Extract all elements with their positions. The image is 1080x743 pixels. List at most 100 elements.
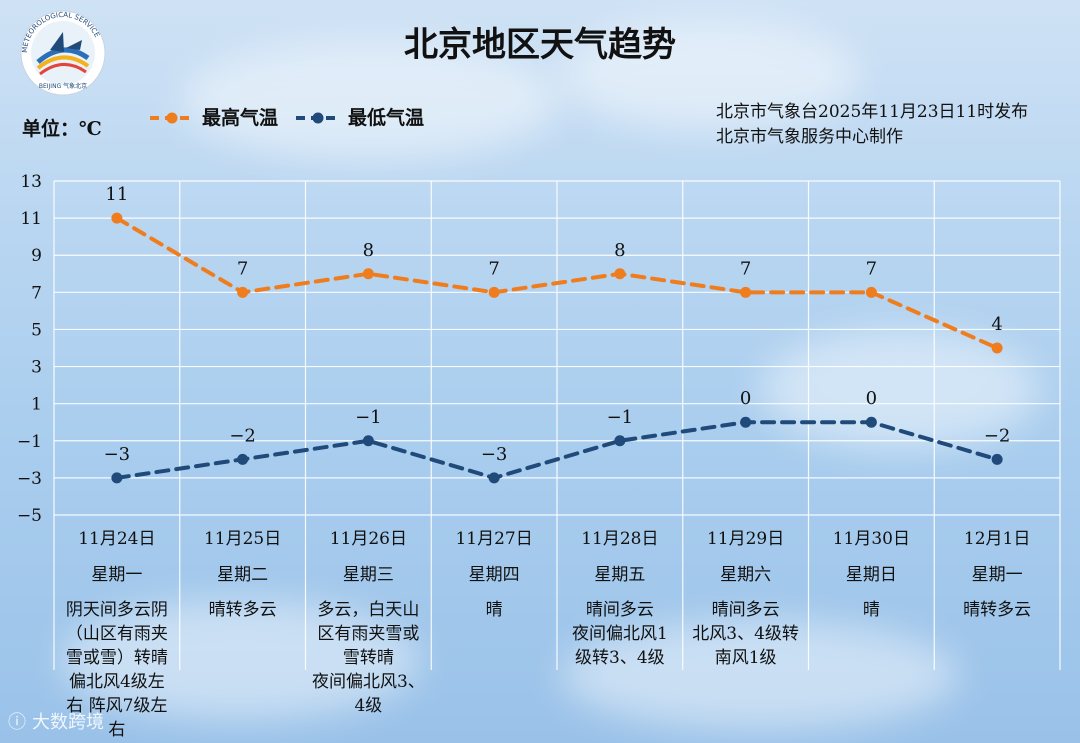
data-label-0-1: 7 (237, 258, 248, 279)
weekday-label: 星期五 (594, 565, 646, 585)
data-label-1-1: −2 (229, 425, 256, 446)
y-axis: 13 11 9 7 5 3 1 −1 −3 −5 (17, 172, 42, 526)
weather-line: 南风1级 (714, 648, 777, 668)
weekday-label: 星期二 (217, 565, 269, 585)
date-label: 11月29日 (706, 529, 785, 549)
weather-line: 雪或雪）转晴 (65, 648, 168, 668)
date-label: 11月27日 (455, 529, 533, 549)
weather-line: 右 (108, 720, 126, 740)
point-1-0 (111, 472, 123, 484)
point-0-1 (237, 286, 249, 298)
weather-description: 晴 (431, 598, 557, 622)
point-0-0 (111, 212, 123, 224)
data-label-1-5: 0 (740, 388, 751, 409)
point-1-3 (488, 472, 500, 484)
chart-title: 北京地区天气趋势 (404, 25, 676, 65)
weather-line: 4级 (354, 696, 383, 716)
weather-line: 晴间多云 (585, 600, 654, 620)
series-line-0 (114, 216, 1000, 350)
watermark-text: 大数跨境 (32, 712, 104, 733)
weather-line: 北风3、4级转 (692, 624, 799, 644)
data-label-1-6: 0 (866, 388, 877, 409)
y-tick-label: 9 (31, 246, 42, 266)
data-label-1-2: −1 (355, 407, 382, 428)
weather-line: 区有雨夹雪或 (317, 624, 420, 644)
weather-line: 偏北风4级左 (68, 672, 165, 692)
weather-line: 夜间偏北风1 (571, 624, 668, 644)
point-0-2 (362, 268, 374, 280)
weather-line: 夜间偏北风3、 (311, 672, 425, 692)
weekday-label: 星期四 (468, 565, 520, 585)
weather-line: 雪转晴 (342, 648, 394, 668)
point-1-1 (237, 453, 249, 465)
point-1-2 (362, 435, 374, 447)
logo-sub-text: BEIJING 气象北京 (39, 82, 87, 90)
watermark: ⓘ 大数跨境 (8, 708, 104, 734)
weather-line: 晴转多云 (963, 600, 1032, 620)
watermark-icon: ⓘ (8, 712, 26, 733)
y-tick-label: 7 (31, 283, 42, 303)
meteorological-service-logo: METEOROLOGICAL SERVICE BEIJING 气象北京 (20, 10, 106, 96)
legend-marker-0 (166, 112, 178, 124)
legend: 最高气温 最低气温 (150, 106, 424, 129)
weather-line: 右 阵风7级左 (66, 696, 168, 716)
publisher-line-2: 北京市气象服务中心制作 (716, 127, 903, 147)
weather-line: 多云，白天山 (317, 600, 420, 620)
weather-line: 晴 (485, 600, 503, 620)
legend-label-1: 最低气温 (348, 106, 424, 129)
point-1-4 (614, 435, 626, 447)
data-label-1-4: −1 (607, 407, 634, 428)
data-label-1-7: −2 (984, 425, 1011, 446)
weather-line: 晴 (862, 600, 880, 620)
data-label-0-4: 8 (614, 240, 625, 261)
data-label-1-3: −3 (481, 444, 508, 465)
data-points (111, 212, 1003, 484)
date-label: 11月28日 (581, 529, 659, 549)
point-0-5 (740, 286, 752, 298)
weekday-label: 星期一 (971, 565, 1023, 585)
data-label-1-0: −3 (104, 444, 131, 465)
series-line-1 (114, 420, 1000, 480)
date-label: 11月26日 (329, 529, 407, 549)
y-tick-label: −5 (17, 506, 42, 526)
weather-line: 晴间多云 (711, 600, 780, 620)
data-label-0-0: 11 (105, 184, 128, 205)
date-label: 11月30日 (832, 529, 910, 549)
weather-description: 晴间多云夜间偏北风1 级转3、4级 (557, 598, 683, 670)
data-label-0-7: 4 (991, 314, 1002, 335)
weather-description: 晴转多云 (180, 598, 306, 622)
weather-line: 晴转多云 (208, 600, 277, 620)
point-0-7 (991, 342, 1003, 354)
weather-description: 多云，白天山 区有雨夹雪或 雪转晴夜间偏北风3、 4级 (305, 598, 431, 718)
data-label-0-2: 8 (363, 240, 374, 261)
weather-description: 阴天间多云阴 （山区有雨夹 雪或雪）转晴 偏北风4级左右 阵风7级左右 (54, 598, 180, 742)
point-0-6 (865, 286, 877, 298)
weather-description: 晴间多云北风3、4级转 南风1级 (683, 598, 809, 670)
weekday-label: 星期三 (342, 565, 394, 585)
point-0-3 (488, 286, 500, 298)
weather-line: （山区有雨夹 (65, 624, 168, 644)
grid (53, 180, 1061, 670)
y-tick-label: −3 (17, 469, 42, 489)
series-lines (114, 216, 1000, 480)
point-1-6 (865, 416, 877, 428)
point-1-5 (740, 416, 752, 428)
publisher-line-1: 北京市气象台2025年11月23日11时发布 (716, 102, 1029, 122)
data-label-0-6: 7 (866, 258, 877, 279)
y-tick-label: 1 (31, 395, 42, 415)
data-label-0-5: 7 (740, 258, 751, 279)
legend-marker-1 (312, 112, 324, 124)
data-label-0-3: 7 (488, 258, 499, 279)
weather-line: 阴天间多云阴 (65, 600, 168, 620)
date-label: 11月25日 (203, 529, 282, 549)
date-label: 11月24日 (78, 529, 156, 549)
date-label: 12月1日 (963, 529, 1031, 549)
y-tick-label: 13 (20, 172, 42, 192)
data-labels: 11 7 8 7 8 7 7 4 −3 −2 −1 −3 −1 0 0 −2 (104, 184, 1011, 465)
legend-label-0: 最高气温 (202, 106, 278, 129)
y-tick-label: 3 (31, 358, 42, 378)
weather-line: 级转3、4级 (575, 648, 665, 668)
weather-description: 晴转多云 (934, 598, 1060, 622)
point-1-7 (991, 453, 1003, 465)
